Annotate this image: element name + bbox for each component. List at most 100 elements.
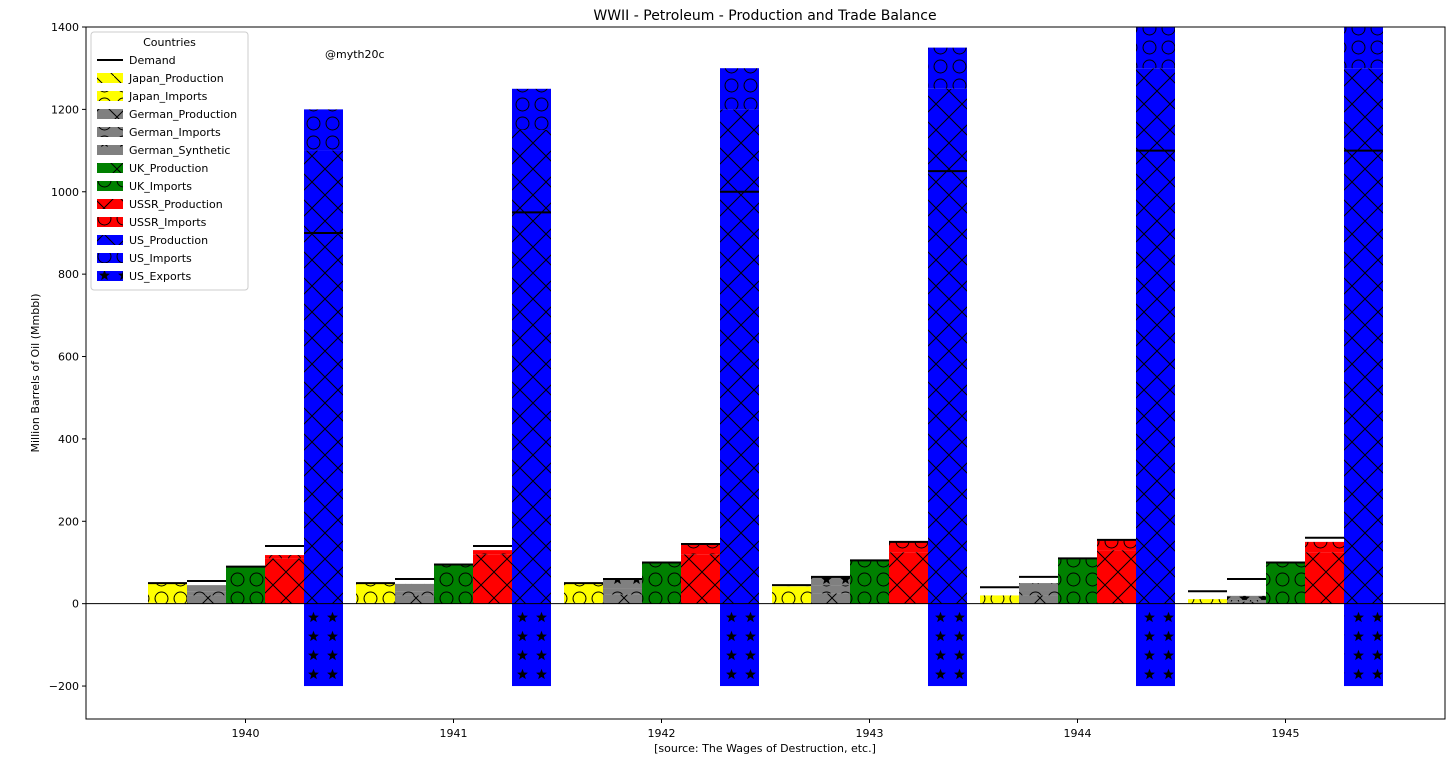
bar-german-imports-1943: [811, 585, 850, 594]
bar-ussr-imports-1941: [473, 550, 512, 555]
x-tick-label: 1942: [648, 727, 676, 740]
legend-swatch-uk-imports: [97, 181, 123, 191]
bar-us-imports-1942: [720, 68, 759, 110]
bar-ussr-production-1943: [889, 552, 928, 604]
legend-label-ussr-production: USSR_Production: [129, 198, 223, 211]
bar-german-synthetic-1945: [1227, 595, 1266, 600]
legend-swatch-us-production: [97, 235, 123, 245]
bar-german-imports-1944: [1019, 590, 1058, 596]
bar-uk-imports-1940: [226, 566, 265, 604]
bar-us-imports-1945: [1344, 27, 1383, 69]
bar-german-imports-1945: [1227, 599, 1266, 602]
bar-german-production-1942: [603, 594, 642, 604]
y-tick-label: −200: [49, 680, 79, 693]
bar-us-production-1944: [1136, 68, 1175, 604]
bar-uk-imports-1942: [642, 562, 681, 604]
bar-us-exports-1941: [512, 603, 551, 687]
bar-german-production-1945: [1227, 601, 1266, 604]
bar-german-imports-1942: [603, 588, 642, 595]
bar-us-imports-1941: [512, 88, 551, 130]
legend: Countries Demand Japan_Production Japan_Imp…: [90, 31, 249, 291]
legend-label-us-production: US_Production: [129, 234, 208, 247]
bar-us-production-1942: [720, 109, 759, 604]
bar-japan-imports-1944: [980, 595, 1019, 603]
bar-us-imports-1943: [928, 47, 967, 89]
bar-german-synthetic-1944: [1019, 583, 1058, 591]
y-tick-label: 1000: [51, 186, 79, 199]
bar-german-synthetic-1941: [395, 583, 434, 592]
bar-ussr-production-1940: [265, 558, 304, 604]
legend-swatch-uk-production: [97, 163, 123, 173]
legend-label-japan-production: Japan_Production: [128, 72, 224, 85]
y-tick-label: 800: [58, 268, 79, 281]
x-tick-label: 1945: [1272, 727, 1300, 740]
bar-uk-imports-1944: [1058, 558, 1097, 604]
legend-label-uk-imports: UK_Imports: [129, 180, 192, 193]
bar-ussr-imports-1940: [265, 555, 304, 559]
legend-swatch-japan-imports: [97, 91, 123, 101]
bar-german-production-1941: [395, 595, 434, 604]
bar-us-exports-1943: [928, 603, 967, 687]
bar-ussr-imports-1942: [681, 543, 720, 555]
legend-swatch-us-exports: [97, 271, 123, 281]
bar-ussr-production-1942: [681, 554, 720, 604]
legend-box: [90, 31, 249, 291]
bar-uk-imports-1945: [1266, 562, 1305, 604]
bar-german-production-1944: [1019, 595, 1058, 604]
bar-us-exports-1940: [304, 603, 343, 687]
y-tick-label: 600: [58, 351, 79, 364]
y-tick-label: 1200: [51, 103, 79, 116]
bars: [148, 27, 1383, 687]
bar-ussr-production-1941: [473, 554, 512, 604]
bar-us-exports-1942: [720, 603, 759, 687]
legend-swatch-german-imports: [97, 127, 123, 137]
plot-frame: [85, 26, 1446, 720]
watermark: @myth20c: [325, 48, 385, 61]
bar-japan-imports-1942: [564, 583, 603, 603]
legend-label-japan-imports: Japan_Imports: [128, 90, 208, 103]
legend-label-german-imports: German_Imports: [129, 126, 221, 139]
legend-swatch-ussr-imports: [97, 217, 123, 227]
bar-us-production-1943: [928, 88, 967, 604]
bar-german-production-1940: [187, 595, 226, 604]
legend-swatch-german-production: [97, 109, 123, 119]
legend-swatch-ussr-production: [97, 199, 123, 209]
legend-label-uk-production: UK_Production: [129, 162, 208, 175]
bar-german-imports-1940: [187, 591, 226, 596]
bar-german-imports-1941: [395, 591, 434, 596]
bar-us-imports-1944: [1136, 27, 1175, 69]
legend-label-german-production: German_Production: [129, 108, 237, 121]
y-axis-label: Million Barrels of Oil (Mmbbl): [29, 293, 42, 452]
x-tick-label: 1943: [856, 727, 884, 740]
bar-german-synthetic-1943: [811, 576, 850, 586]
x-tick-label: 1940: [232, 727, 260, 740]
legend-swatch-german-synthetic: [97, 145, 123, 155]
legend-title: Countries: [143, 36, 196, 49]
bar-ussr-imports-1943: [889, 541, 928, 553]
legend-label-us-exports: US_Exports: [129, 270, 192, 283]
bar-german-synthetic-1940: [187, 585, 226, 592]
bar-japan-imports-1943: [772, 586, 811, 603]
bar-japan-imports-1945: [1188, 599, 1227, 603]
bar-us-imports-1940: [304, 109, 343, 151]
legend-swatch-us-imports: [97, 253, 123, 263]
y-tick-label: 1400: [51, 21, 79, 34]
plot-area: [86, 27, 1445, 719]
y-tick-label: 0: [72, 598, 79, 611]
bar-uk-imports-1943: [850, 560, 889, 604]
bar-german-synthetic-1942: [603, 579, 642, 589]
legend-label-german-synthetic: German_Synthetic: [129, 144, 230, 157]
bar-us-production-1940: [304, 150, 343, 604]
legend-label-ussr-imports: USSR_Imports: [129, 216, 207, 229]
legend-label-us-imports: US_Imports: [129, 252, 192, 265]
x-axis-label: [source: The Wages of Destruction, etc.]: [654, 742, 876, 755]
bar-ussr-imports-1945: [1305, 541, 1344, 553]
bar-japan-imports-1941: [356, 583, 395, 603]
y-tick-label: 200: [58, 515, 79, 528]
bar-ussr-imports-1944: [1097, 539, 1136, 551]
legend-label-demand: Demand: [129, 54, 176, 67]
bar-us-production-1941: [512, 129, 551, 604]
bar-japan-imports-1940: [148, 583, 187, 603]
